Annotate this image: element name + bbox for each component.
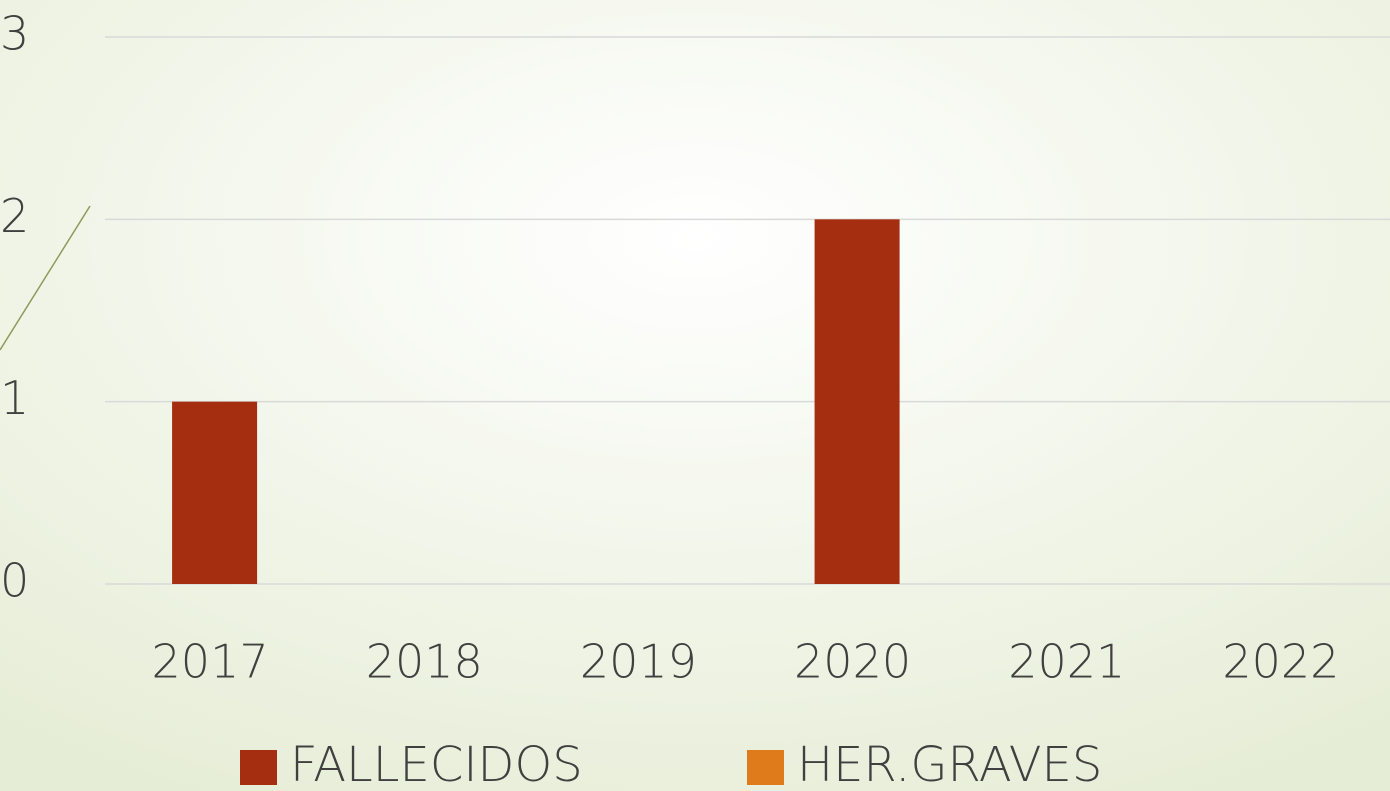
x-tick-label: 2020 [794, 635, 911, 689]
x-tick-label: 2021 [1008, 635, 1125, 689]
legend-label: HER.GRAVES [797, 737, 1102, 791]
x-tick-label: 2017 [152, 635, 269, 689]
bar [814, 219, 900, 585]
x-tick-label: 2022 [1222, 635, 1339, 689]
x-tick-label: 2019 [580, 635, 697, 689]
x-tick-label: 2018 [366, 635, 483, 689]
legend-label: FALLECIDOS [290, 737, 583, 791]
y-tick-label: 3 [0, 7, 29, 61]
bar [172, 401, 258, 584]
y-tick-label: 2 [0, 189, 29, 243]
legend-swatch [240, 750, 277, 785]
y-tick-label: 0 [0, 554, 29, 608]
decoration [0, 205, 91, 351]
legend-swatch [747, 750, 784, 785]
y-tick-label: 1 [0, 371, 29, 425]
